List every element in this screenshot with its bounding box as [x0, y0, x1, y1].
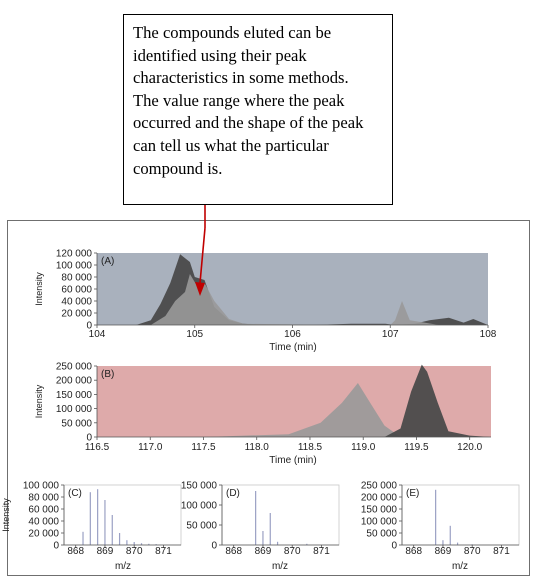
y-tick-label: 0 — [86, 321, 92, 332]
x-tick-label: 868 — [67, 546, 84, 557]
panel-label: (D) — [226, 488, 240, 499]
y-tick-label: 60 000 — [28, 505, 59, 516]
x-tick-label: 104 — [89, 329, 106, 340]
y-tick-label: 20 000 — [61, 309, 92, 320]
y-axis-label: Intensity — [34, 272, 44, 306]
x-tick-label: 107 — [382, 329, 399, 340]
light-peak-area — [150, 274, 488, 325]
y-tick-label: 150 000 — [56, 390, 93, 401]
y-axis-label: Intensity — [34, 384, 44, 418]
y-tick-label: 80 000 — [61, 273, 92, 284]
y-tick-label: 100 000 — [23, 481, 60, 492]
callout-line: The value range where the peak — [133, 90, 345, 110]
x-tick-label: 116.5 — [85, 442, 110, 453]
y-tick-label: 200 000 — [361, 493, 398, 504]
y-tick-label: 0 — [86, 433, 92, 444]
x-tick-label: 869 — [255, 546, 272, 557]
y-tick-label: 0 — [391, 541, 397, 552]
y-tick-label: 150 000 — [361, 505, 398, 516]
callout-line: characteristics in some methods. — [133, 68, 349, 88]
x-tick-label: 117.5 — [191, 442, 216, 453]
panel-label: (A) — [101, 256, 114, 267]
x-tick-label: 108 — [480, 329, 497, 340]
plot-area — [221, 484, 340, 546]
x-tick-label: 120.0 — [457, 442, 482, 453]
y-tick-label: 250 000 — [361, 481, 398, 492]
panel-label: (E) — [406, 488, 419, 499]
x-tick-label: 118.5 — [298, 442, 323, 453]
x-tick-label: 871 — [313, 546, 330, 557]
x-tick-label: 869 — [435, 546, 452, 557]
y-tick-label: 100 000 — [56, 261, 93, 272]
x-axis-label: m/z — [452, 561, 468, 572]
x-axis-label: Time (min) — [269, 455, 316, 466]
x-tick-label: 868 — [405, 546, 422, 557]
x-tick-label: 106 — [284, 329, 301, 340]
x-tick-label: 871 — [155, 546, 172, 557]
panel-label: (C) — [68, 488, 82, 499]
x-tick-label: 870 — [126, 546, 143, 557]
x-tick-label: 868 — [225, 546, 242, 557]
x-tick-label: 869 — [97, 546, 114, 557]
y-tick-label: 40 000 — [28, 517, 59, 528]
plot-area — [401, 484, 520, 546]
callout-line: compound is. — [133, 158, 223, 178]
y-tick-label: 100 000 — [361, 517, 398, 528]
y-tick-label: 80 000 — [28, 493, 59, 504]
callout-line: occurred and the shape of the peak — [133, 113, 364, 133]
y-tick-label: 0 — [211, 541, 217, 552]
y-tick-label: 60 000 — [61, 285, 92, 296]
y-axis-label: Intensity — [1, 498, 11, 532]
panel-label: (B) — [101, 369, 114, 380]
y-tick-label: 40 000 — [61, 297, 92, 308]
x-axis-label: m/z — [115, 561, 131, 572]
x-tick-label: 119.5 — [404, 442, 429, 453]
y-tick-label: 50 000 — [186, 521, 217, 532]
annotation-callout: The compounds eluted can be identified u… — [123, 14, 393, 205]
x-tick-label: 117.0 — [138, 442, 163, 453]
callout-line: can tell us what the particular — [133, 135, 329, 155]
y-tick-label: 250 000 — [56, 362, 93, 373]
x-axis-label: m/z — [272, 561, 288, 572]
y-tick-label: 50 000 — [366, 529, 397, 540]
callout-line: identified using their peak — [133, 45, 307, 65]
x-tick-label: 105 — [186, 329, 203, 340]
y-tick-label: 100 000 — [181, 501, 218, 512]
x-tick-label: 118.0 — [245, 442, 270, 453]
y-tick-label: 150 000 — [181, 481, 218, 492]
x-tick-label: 870 — [284, 546, 301, 557]
y-tick-label: 200 000 — [56, 376, 93, 387]
y-tick-label: 100 000 — [56, 404, 93, 415]
x-axis-label: Time (min) — [269, 342, 316, 353]
x-tick-label: 119.0 — [351, 442, 376, 453]
y-tick-label: 20 000 — [28, 529, 59, 540]
callout-arrow-head — [195, 282, 205, 296]
dark-peak-area — [97, 364, 491, 437]
x-tick-label: 870 — [464, 546, 481, 557]
y-tick-label: 50 000 — [61, 418, 92, 429]
callout-line: The compounds eluted can be — [133, 23, 332, 42]
callout-arrow-shaft — [199, 227, 206, 284]
y-tick-label: 120 000 — [56, 249, 93, 260]
y-tick-label: 0 — [53, 541, 59, 552]
x-tick-label: 871 — [493, 546, 510, 557]
